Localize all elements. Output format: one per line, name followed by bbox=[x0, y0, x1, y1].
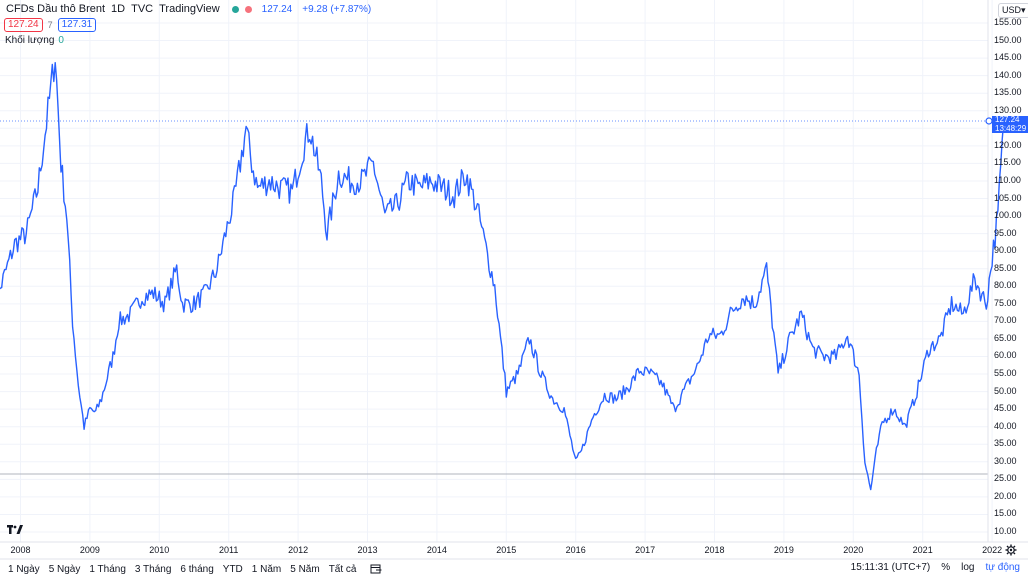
clock[interactable]: 15:11:31 (UTC+7) bbox=[850, 562, 931, 573]
y-tick-label: 60.00 bbox=[994, 350, 1017, 361]
market-open-icon bbox=[231, 5, 239, 13]
y-tick-label: 75.00 bbox=[994, 297, 1017, 308]
range-1d[interactable]: 1 Ngày bbox=[8, 563, 40, 575]
x-tick-label: 2016 bbox=[565, 545, 586, 555]
last-price-tag-value: 127.24 bbox=[995, 115, 1020, 124]
y-tick-label: 10.00 bbox=[994, 526, 1017, 536]
volume-legend: Khối lượng 0 bbox=[5, 35, 64, 46]
x-tick-label: 2011 bbox=[219, 545, 239, 555]
y-tick-label: 150.00 bbox=[994, 34, 1022, 45]
auto-scale-toggle[interactable]: tự động bbox=[985, 562, 1021, 573]
log-toggle[interactable]: log bbox=[961, 562, 975, 573]
volume-label: Khối lượng bbox=[5, 35, 55, 46]
bid-button[interactable]: 127.24 bbox=[4, 18, 43, 32]
range-5d[interactable]: 5 Ngày bbox=[48, 563, 81, 575]
x-tick-label: 2018 bbox=[704, 545, 725, 555]
y-tick-label: 95.00 bbox=[994, 227, 1017, 238]
x-tick-label: 2013 bbox=[357, 545, 378, 555]
y-tick-label: 40.00 bbox=[994, 420, 1017, 431]
x-tick-label: 2021 bbox=[912, 545, 933, 555]
bottom-toolbar: 1 Ngày 5 Ngày 1 Tháng 3 Tháng 6 tháng YT… bbox=[0, 560, 1028, 578]
volume-value: 0 bbox=[58, 35, 64, 46]
range-5y[interactable]: 5 Năm bbox=[290, 563, 320, 575]
y-tick-label: 90.00 bbox=[994, 245, 1017, 256]
x-tick-label: 2020 bbox=[843, 545, 864, 555]
chart-grid bbox=[0, 0, 993, 542]
y-tick-label: 155.00 bbox=[994, 17, 1022, 27]
x-tick-label: 2017 bbox=[635, 545, 656, 555]
symbol-name[interactable]: CFDs Dầu thô Brent bbox=[6, 3, 106, 15]
x-tick-label: 2015 bbox=[496, 545, 517, 555]
spread-value: 7 bbox=[47, 20, 53, 30]
bar-countdown: 13:48:29 bbox=[995, 123, 1027, 133]
y-tick-label: 130.00 bbox=[994, 104, 1022, 115]
range-all[interactable]: Tất cả bbox=[328, 563, 357, 575]
y-tick-label: 30.00 bbox=[994, 455, 1017, 466]
price-change: +9.28 (+7.87%) bbox=[302, 3, 372, 15]
y-tick-label: 80.00 bbox=[994, 280, 1017, 291]
y-tick-label: 110.00 bbox=[994, 174, 1021, 185]
y-tick-label: 135.00 bbox=[994, 87, 1022, 98]
tradingview-logo[interactable] bbox=[7, 524, 23, 538]
range-1y[interactable]: 1 Năm bbox=[251, 563, 282, 575]
gear-icon[interactable] bbox=[1005, 544, 1017, 556]
exchange-label: TVC bbox=[131, 3, 154, 15]
x-tick-label: 2022 bbox=[982, 545, 1003, 555]
last-price-tag: 127.24 13:48:29 bbox=[992, 115, 1028, 133]
tradingview-logo-icon bbox=[7, 525, 23, 534]
y-tick-label: 105.00 bbox=[994, 192, 1022, 203]
y-tick-label: 50.00 bbox=[994, 385, 1017, 396]
x-tick-label: 2014 bbox=[426, 545, 447, 555]
last-price: 127.24 bbox=[261, 3, 293, 15]
x-tick-label: 2012 bbox=[288, 545, 309, 555]
brent-price-line bbox=[0, 62, 1005, 491]
y-tick-label: 15.00 bbox=[994, 508, 1017, 519]
source-label: TradingView bbox=[159, 3, 220, 15]
y-tick-label: 55.00 bbox=[994, 368, 1017, 379]
chevron-down-icon: ▾ bbox=[1021, 5, 1026, 15]
range-1m[interactable]: 1 Tháng bbox=[89, 563, 126, 575]
calendar-goto-icon[interactable] bbox=[370, 564, 382, 574]
y-tick-label: 65.00 bbox=[994, 332, 1017, 343]
ask-button[interactable]: 127.31 bbox=[57, 18, 97, 32]
y-tick-label: 25.00 bbox=[994, 473, 1017, 484]
y-tick-label: 35.00 bbox=[994, 438, 1017, 449]
interval-label[interactable]: 1D bbox=[111, 3, 126, 15]
y-tick-label: 70.00 bbox=[994, 315, 1017, 326]
currency-selector[interactable]: USD▾ bbox=[998, 3, 1028, 18]
y-tick-label: 120.00 bbox=[994, 139, 1022, 150]
x-tick-label: 2019 bbox=[773, 545, 794, 555]
market-status-icon bbox=[244, 5, 252, 13]
x-tick-label: 2010 bbox=[149, 545, 170, 555]
quote-row: 127.24 7 127.31 bbox=[4, 18, 97, 32]
y-tick-label: 85.00 bbox=[994, 262, 1017, 273]
x-tick-label: 2008 bbox=[10, 545, 31, 555]
range-ytd[interactable]: YTD bbox=[222, 563, 243, 575]
symbol-header: CFDs Dầu thô Brent 1D TVC TradingView 12… bbox=[6, 3, 371, 15]
bottom-right-controls: 15:11:31 (UTC+7) % log tự động bbox=[851, 562, 1020, 573]
currency-label: USD bbox=[1002, 5, 1022, 15]
y-tick-label: 115.00 bbox=[994, 157, 1021, 168]
range-3m[interactable]: 3 Tháng bbox=[134, 563, 172, 575]
range-6m[interactable]: 6 tháng bbox=[180, 563, 214, 575]
y-tick-label: 145.00 bbox=[994, 52, 1022, 63]
y-tick-label: 100.00 bbox=[994, 210, 1022, 221]
x-tick-label: 2009 bbox=[79, 545, 100, 555]
percent-toggle[interactable]: % bbox=[941, 562, 951, 573]
y-tick-label: 140.00 bbox=[994, 69, 1022, 80]
y-tick-label: 20.00 bbox=[994, 490, 1017, 501]
y-tick-label: 45.00 bbox=[994, 403, 1017, 414]
